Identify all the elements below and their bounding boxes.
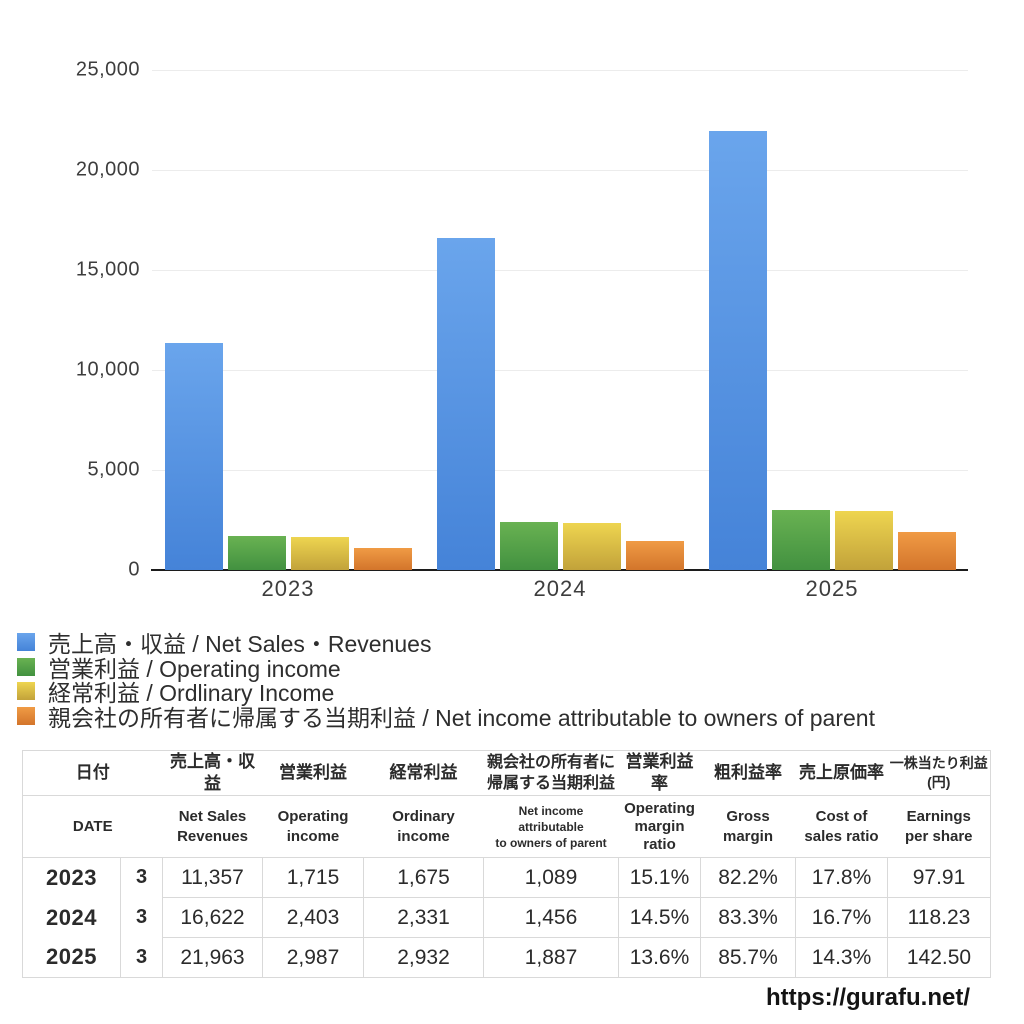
ordinary-income-cell: 1,675 — [363, 857, 484, 898]
gridline-15,000 — [152, 270, 968, 271]
bar-2023-series-2 — [290, 536, 349, 570]
cost-of-sales-cell: 14.3% — [795, 937, 888, 978]
col-header-eps-jp: 一株当たり利益 (円) — [887, 750, 991, 796]
ordinary-income-cell: 2,932 — [363, 937, 484, 978]
table-row-2025: 2025 3 21,963 2,987 2,932 1,887 13.6% 85… — [23, 937, 991, 978]
col-header-gross-margin-jp: 粗利益率 — [700, 750, 796, 796]
cost-of-sales-cell: 16.7% — [795, 897, 888, 938]
eps-cell: 142.50 — [887, 937, 991, 978]
col-header-ordinary-income-jp: 経常利益 — [363, 750, 484, 796]
bar-2023-series-1 — [227, 535, 286, 570]
bar-2025-series-3 — [897, 532, 956, 570]
y-axis-label-5,000: 5,000 — [87, 458, 140, 481]
table-header-en: DATE Net Sales Revenues Operating income… — [22, 795, 991, 858]
net-income-parent-cell: 1,089 — [483, 857, 619, 898]
bar-2024-series-3 — [625, 540, 684, 570]
gridline-20,000 — [152, 170, 968, 171]
col-header-net-income-parent-jp: 親会社の所有者に 帰属する当期利益 — [483, 750, 619, 796]
month-cell: 3 — [120, 857, 163, 898]
y-axis-label-10,000: 10,000 — [75, 358, 140, 381]
legend-swatch-icon — [17, 682, 35, 701]
month-cell: 3 — [120, 897, 163, 938]
operating-margin-cell: 13.6% — [618, 937, 701, 978]
eps-cell: 118.23 — [887, 897, 991, 938]
operating-margin-cell: 15.1% — [618, 857, 701, 898]
legend-label: 親会社の所有者に帰属する当期利益 / Net income attributab… — [48, 704, 875, 731]
legend-swatch-icon — [17, 633, 35, 652]
x-axis-line — [151, 569, 968, 571]
col-header-operating-margin-en: Operating margin ratio — [618, 795, 701, 858]
legend-swatch-icon — [17, 706, 35, 725]
bar-2025-series-2 — [834, 511, 893, 570]
bar-2024-series-0 — [436, 237, 495, 570]
col-header-eps-en: Earnings per share — [887, 795, 991, 858]
net-sales-cell: 21,963 — [162, 937, 263, 978]
col-header-cost-of-sales-jp: 売上原価率 — [795, 750, 888, 796]
gross-margin-cell: 82.2% — [700, 857, 796, 898]
gridline-5,000 — [152, 470, 968, 471]
x-axis-label-2024: 2024 — [533, 576, 587, 601]
site-url[interactable]: https://gurafu.net/ — [766, 984, 970, 1011]
col-header-operating-income-jp: 営業利益 — [262, 750, 364, 796]
bar-2025-series-1 — [771, 510, 830, 570]
year-cell: 2023 — [46, 864, 97, 890]
table-row-2023: 2023 3 11,357 1,715 1,675 1,089 15.1% 82… — [23, 857, 991, 898]
operating-margin-cell: 14.5% — [618, 897, 701, 938]
col-header-net-sales-jp: 売上高・収益 — [162, 750, 263, 796]
legend-label: 営業利益 / Operating income — [48, 655, 341, 682]
legend-label: 売上高・収益 / Net Sales・Revenues — [48, 631, 432, 658]
table-row-2024: 2024 3 16,622 2,403 2,331 1,456 14.5% 83… — [23, 897, 991, 938]
legend-item-net-income-parent: 親会社の所有者に帰属する当期利益 / Net income attributab… — [17, 704, 875, 731]
operating-income-cell: 2,403 — [262, 897, 364, 938]
x-axis-label-2023: 2023 — [261, 576, 315, 601]
bar-2024-series-1 — [499, 521, 558, 570]
eps-cell: 97.91 — [887, 857, 991, 898]
col-header-ordinary-income-en: Ordinary income — [363, 795, 484, 858]
y-axis-label-0: 0 — [128, 558, 140, 581]
gridline-10,000 — [152, 370, 968, 371]
month-cell: 3 — [120, 937, 163, 978]
operating-income-cell: 1,715 — [262, 857, 364, 898]
table-header-jp: 日付 売上高・収益 営業利益 経常利益 親会社の所有者に 帰属する当期利益 営業… — [22, 750, 991, 796]
col-header-gross-margin-en: Gross margin — [700, 795, 796, 858]
year-cell: 2024 — [46, 904, 97, 930]
bar-2025-series-0 — [708, 130, 767, 570]
col-header-date-jp: 日付 — [22, 750, 163, 796]
cost-of-sales-cell: 17.8% — [795, 857, 888, 898]
net-sales-cell: 16,622 — [162, 897, 263, 938]
net-income-parent-cell: 1,456 — [483, 897, 619, 938]
col-header-cost-of-sales-en: Cost of sales ratio — [795, 795, 888, 858]
col-header-operating-margin-jp: 営業利益率 — [618, 750, 701, 796]
bar-2023-series-0 — [164, 342, 223, 570]
legend-label: 経常利益 / Ordlinary Income — [48, 680, 335, 707]
legend-swatch-icon — [17, 657, 35, 676]
y-axis-label-15,000: 15,000 — [75, 258, 140, 281]
chart-legend: 売上高・収益 / Net Sales・Revenues 営業利益 / Opera… — [17, 630, 875, 731]
col-header-operating-income-en: Operating income — [262, 795, 364, 858]
bar-2024-series-2 — [562, 523, 621, 570]
col-header-net-income-parent-en: Net income attributable to owners of par… — [483, 795, 619, 858]
legend-item-operating-income: 営業利益 / Operating income — [17, 655, 875, 682]
gridline-25,000 — [152, 70, 968, 71]
financial-results-table: 日付 売上高・収益 営業利益 経常利益 親会社の所有者に 帰属する当期利益 営業… — [22, 750, 991, 978]
col-header-date-en: DATE — [22, 795, 163, 858]
x-axis-label-2025: 2025 — [805, 576, 859, 601]
bar-2023-series-3 — [353, 548, 412, 570]
operating-income-cell: 2,987 — [262, 937, 364, 978]
gross-margin-cell: 83.3% — [700, 897, 796, 938]
legend-item-ordinary-income: 経常利益 / Ordlinary Income — [17, 679, 875, 706]
y-axis-label-20,000: 20,000 — [75, 158, 140, 181]
legend-item-net-sales: 売上高・収益 / Net Sales・Revenues — [17, 630, 875, 657]
net-sales-cell: 11,357 — [162, 857, 263, 898]
net-income-parent-cell: 1,887 — [483, 937, 619, 978]
year-cell: 2025 — [46, 944, 97, 970]
ordinary-income-cell: 2,331 — [363, 897, 484, 938]
col-header-net-sales-en: Net Sales Revenues — [162, 795, 263, 858]
y-axis-label-25,000: 25,000 — [75, 58, 140, 81]
gross-margin-cell: 85.7% — [700, 937, 796, 978]
